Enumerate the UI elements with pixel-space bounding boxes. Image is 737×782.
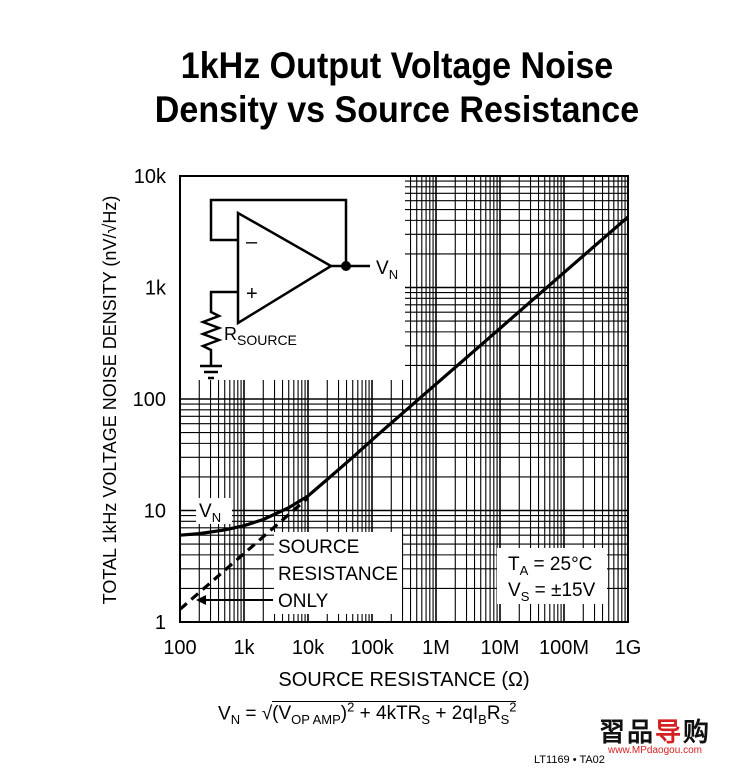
watermark: 習品导购 www.MPdaogou.com (590, 712, 720, 756)
series-label-vn-text: VN (199, 501, 221, 525)
chart-title: 1kHz Output Voltage Noise Density vs Sou… (32, 44, 737, 132)
x-tick-label: 1k (233, 637, 255, 659)
y-tick-label: 1k (145, 278, 167, 300)
chart-title-line-2: Density vs Source Resistance (154, 89, 640, 130)
x-tick-label: 1G (615, 637, 642, 659)
x-axis-label: SOURCE RESISTANCE (Ω) (278, 669, 529, 691)
series-layer (178, 215, 630, 611)
watermark-url: www.MPdaogou.com (608, 745, 702, 756)
annotation-background (274, 532, 402, 614)
series-source-resistance-line (178, 496, 310, 611)
x-tick-label: 100 (163, 637, 196, 659)
y-axis-label: TOTAL 1kHz VOLTAGE NOISE DENSITY (nV/√Hz… (100, 196, 120, 605)
source-resistance-annotation: SOURCE RESISTANCE ONLY (196, 532, 402, 614)
annotation-line-3: ONLY (278, 591, 329, 612)
x-tick-labels: 100 1k 10k 100k 1M 10M 100M 1G (163, 637, 641, 659)
x-tick-label: 100k (350, 637, 394, 659)
resistor-label: RSOURCE (224, 324, 297, 348)
watermark-logo: 習品导购 (598, 718, 712, 748)
series-vn-line (179, 215, 630, 537)
plot-frame (179, 175, 629, 623)
x-tick-label: 1M (422, 637, 450, 659)
y-tick-label: 1 (155, 612, 166, 634)
supply-voltage-condition: VS = ±15V (508, 580, 596, 604)
y-tick-labels: 1 10 100 1k 10k (133, 166, 167, 634)
annotation-arrowhead (196, 595, 206, 605)
chart-title-line-1: 1kHz Output Voltage Noise (180, 45, 614, 86)
x-tick-label: 100M (539, 637, 589, 659)
test-conditions: TA = 25°C VS = ±15V (497, 548, 607, 604)
annotation-line-2: RESISTANCE (278, 564, 398, 585)
feedback-wire (209, 198, 348, 266)
y-tick-label: 10 (144, 501, 166, 523)
inset-schematic: – + VN RSOURCE (181, 177, 405, 380)
output-node-dot (341, 261, 351, 271)
noninverting-input-sign: + (246, 283, 258, 305)
op-amp-triangle (236, 210, 334, 326)
noise-formula: VN = √(VOP AMP)2 + 4kTRS + 2qIBRS2 (218, 700, 517, 728)
series-label-vn: VN (196, 498, 232, 525)
inset-background (181, 177, 405, 380)
inverting-input-sign: – (246, 231, 258, 253)
source-resistor (199, 290, 238, 366)
conditions-background (497, 548, 607, 604)
annotation-line-1: SOURCE (278, 537, 359, 558)
series-label-background (196, 498, 232, 524)
y-tick-label: 10k (134, 166, 167, 188)
x-tick-label: 10k (292, 637, 325, 659)
x-tick-label: 10M (481, 637, 520, 659)
chart-id: LT1169 • TA02 (534, 754, 605, 766)
output-label: VN (376, 258, 398, 282)
y-tick-label: 100 (133, 389, 166, 411)
ambient-temp-condition: TA = 25°C (508, 554, 592, 578)
